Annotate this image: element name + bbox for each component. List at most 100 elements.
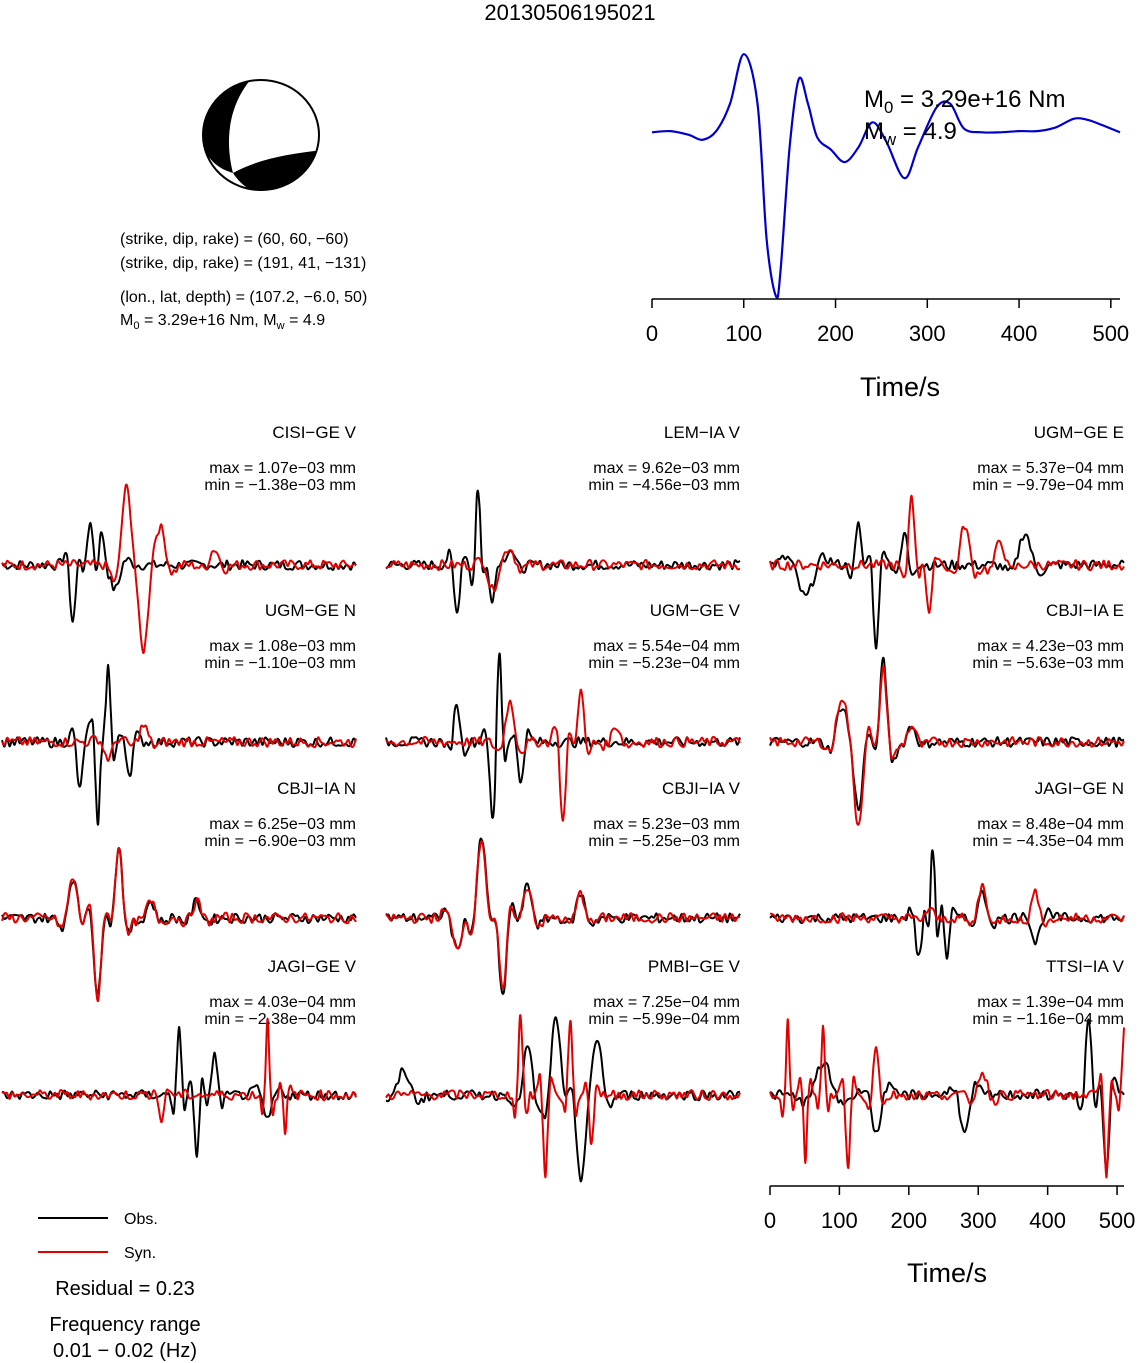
- station-label: JAGI−GE V: [267, 957, 356, 976]
- station-label: UGM−GE N: [264, 601, 356, 620]
- syn-trace: [769, 665, 1125, 826]
- station-max: max = 1.08e−03 mm: [209, 638, 356, 655]
- stf-x-tick-label: 0: [646, 321, 658, 346]
- waveform-x-tick-label: 400: [1029, 1208, 1066, 1233]
- stf-mw-sub: w: [884, 129, 897, 149]
- obs-trace: [385, 489, 741, 614]
- station-panel: [385, 652, 741, 822]
- obs-trace: [769, 849, 1125, 960]
- station-label: JAGI−GE N: [1034, 779, 1124, 798]
- station-max: max = 6.25e−03 mm: [209, 816, 356, 833]
- station-min: min = −2.38e−04 mm: [204, 1011, 356, 1028]
- stf-mw-label: Mw = 4.9: [864, 118, 957, 150]
- moment-m0-prefix: M: [120, 312, 134, 329]
- station-panel: [769, 494, 1125, 650]
- waveform-x-tick-label: 0: [764, 1208, 776, 1233]
- station-label: CBJI−IA E: [1046, 601, 1124, 620]
- syn-trace: [1, 846, 357, 1003]
- station-max: max = 5.54e−04 mm: [593, 638, 740, 655]
- obs-trace: [769, 1018, 1125, 1173]
- station-min: min = −9.79e−04 mm: [972, 477, 1124, 494]
- stf-x-tick-label: 200: [817, 321, 854, 346]
- obs-trace: [1, 847, 357, 995]
- station-min: min = −5.99e−04 mm: [588, 1011, 740, 1028]
- syn-trace: [1, 724, 357, 763]
- station-max: max = 8.48e−04 mm: [977, 816, 1124, 833]
- beachball-icon: [202, 79, 320, 191]
- station-max: max = 4.03e−04 mm: [209, 994, 356, 1011]
- station-panel: [769, 656, 1125, 826]
- stf-x-tick-label: 500: [1092, 321, 1129, 346]
- chart-title: 20130506195021: [484, 0, 656, 25]
- legend-obs: Obs.: [124, 1211, 158, 1228]
- station-max: max = 9.62e−03 mm: [593, 460, 740, 477]
- source-time-function-plot: 0 100 200 300 400 500 Time/s: [646, 53, 1129, 400]
- station-max: max = 1.07e−03 mm: [209, 460, 356, 477]
- stf-x-tick-label: 100: [725, 321, 762, 346]
- station-panel: [1, 1017, 357, 1158]
- station-max: max = 4.23e−03 mm: [977, 638, 1124, 655]
- station-panel: [1, 663, 357, 826]
- station-min: min = −1.16e−04 mm: [972, 1011, 1124, 1028]
- syn-trace: [385, 1014, 741, 1179]
- station-min: min = −6.90e−03 mm: [204, 833, 356, 850]
- stf-m0-sub: 0: [884, 97, 894, 117]
- waveform-x-tick-label: 300: [960, 1208, 997, 1233]
- station-min: min = −1.10e−03 mm: [204, 655, 356, 672]
- station-label: CBJI−IA N: [277, 779, 356, 798]
- station-max: max = 5.37e−04 mm: [977, 460, 1124, 477]
- nodal-plane-2: (strike, dip, rake) = (191, 41, −131): [120, 255, 367, 272]
- obs-trace: [385, 1016, 741, 1183]
- station-max: max = 7.25e−04 mm: [593, 994, 740, 1011]
- legend-syn: Syn.: [124, 1245, 157, 1262]
- syn-trace: [769, 494, 1125, 614]
- stf-x-tick-label: 400: [1001, 321, 1038, 346]
- syn-trace: [769, 1018, 1125, 1179]
- station-label: LEM−IA V: [663, 423, 740, 442]
- station-min: min = −5.23e−04 mm: [588, 655, 740, 672]
- stf-m0-prefix: M: [864, 86, 884, 113]
- syn-trace: [385, 840, 741, 990]
- frequency-label: Frequency range: [49, 1314, 201, 1336]
- waveform-x-tick-label: 500: [1099, 1208, 1136, 1233]
- syn-trace: [769, 882, 1125, 928]
- syn-trace: [385, 549, 741, 593]
- syn-trace: [385, 688, 741, 822]
- waveform-x-axis-title: Time/s: [907, 1258, 987, 1288]
- station-panel: [385, 489, 741, 614]
- moment-line: M0 = 3.29e+16 Nm, Mw = 4.9: [120, 311, 325, 336]
- nodal-plane-1: (strike, dip, rake) = (60, 60, −60): [120, 231, 349, 248]
- beachball-dilatation-2: [229, 80, 319, 173]
- syn-trace: [1, 483, 357, 655]
- stf-mw-prefix: M: [864, 118, 884, 145]
- waveform-grid: 0 100 200 300 400 500 Time/s: [1, 483, 1136, 1288]
- station-panel: [385, 1014, 741, 1183]
- obs-trace: [1, 521, 357, 623]
- station-label: UGM−GE V: [649, 601, 740, 620]
- station-max: max = 5.23e−03 mm: [593, 816, 740, 833]
- stf-m0-value: = 3.29e+16 Nm: [893, 86, 1066, 113]
- moment-m0-sub: 0: [133, 320, 140, 333]
- stf-mw-value: = 4.9: [896, 118, 957, 145]
- source-location: (lon., lat, depth) = (107.2, −6.0, 50): [120, 289, 368, 306]
- station-panel: [769, 849, 1125, 960]
- stf-m0-label: M0 = 3.29e+16 Nm: [864, 86, 1065, 118]
- waveform-x-tick-label: 100: [821, 1208, 858, 1233]
- residual: Residual = 0.23: [55, 1278, 195, 1300]
- stf-x-axis-title: Time/s: [860, 372, 940, 400]
- station-max: max = 1.39e−04 mm: [977, 994, 1124, 1011]
- station-min: min = −4.56e−03 mm: [588, 477, 740, 494]
- station-min: min = −5.25e−03 mm: [588, 833, 740, 850]
- legend-lines: [38, 1217, 108, 1253]
- station-panel: [769, 1018, 1125, 1179]
- station-panel: [1, 483, 357, 655]
- station-panel: [1, 846, 357, 1003]
- stf-x-tick-label: 300: [909, 321, 946, 346]
- waveform-x-tick-label: 200: [890, 1208, 927, 1233]
- station-min: min = −1.38e−03 mm: [204, 477, 356, 494]
- beachball-outline: [202, 79, 320, 191]
- station-label: UGM−GE E: [1033, 423, 1124, 442]
- station-label: CBJI−IA V: [662, 779, 740, 798]
- station-label: TTSI−IA V: [1046, 957, 1124, 976]
- frequency-value: 0.01 − 0.02 (Hz): [53, 1340, 197, 1362]
